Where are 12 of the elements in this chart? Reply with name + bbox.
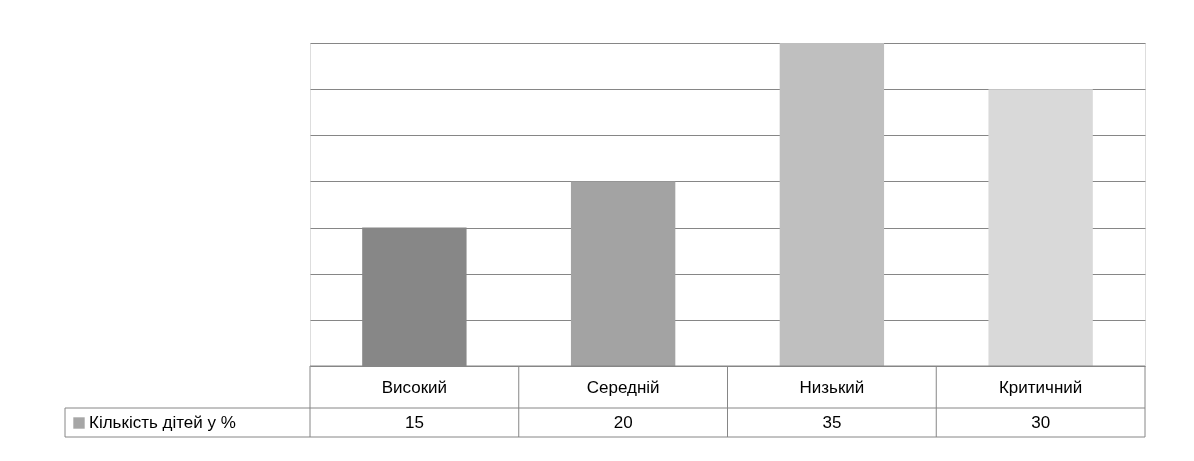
bar	[988, 89, 1093, 366]
bar	[779, 43, 885, 366]
x-tick-label: Високий	[381, 378, 448, 397]
x-tick-label: Критичний	[998, 378, 1083, 397]
data-label: 30	[1031, 413, 1051, 432]
data-label: 35	[822, 413, 842, 432]
x-tick-label: Середній	[586, 378, 660, 397]
bar	[570, 181, 676, 366]
x-tick-label: Низький	[799, 378, 865, 397]
legend-label: Кількість дітей у %	[89, 413, 236, 432]
data-label: 20	[613, 413, 633, 432]
data-label: 15	[404, 413, 424, 432]
